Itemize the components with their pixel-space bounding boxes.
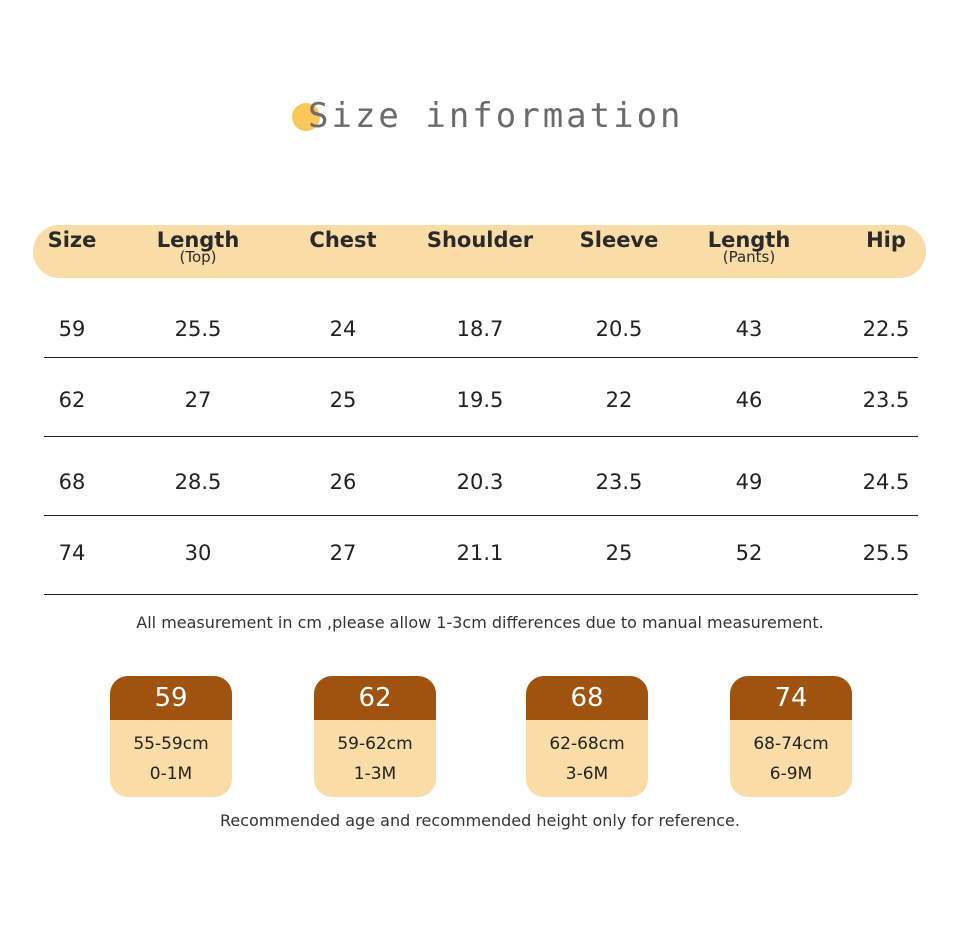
card-height: 62-68cm — [549, 734, 625, 754]
table-cell: 21.1 — [456, 541, 504, 565]
size-card: 74 68-74cm 6-9M — [730, 676, 852, 797]
column-header: Shoulder — [427, 228, 533, 252]
column-header-sub: (Top) — [179, 248, 217, 266]
table-cell: 23.5 — [595, 470, 643, 494]
column-header-label: Chest — [309, 228, 377, 252]
table-cell: 23.5 — [862, 388, 910, 412]
column-header: Hip — [866, 228, 906, 252]
column-header-label: Length — [156, 228, 240, 252]
card-age: 6-9M — [769, 764, 813, 784]
card-size: 59 — [110, 676, 232, 720]
table-cell: 25 — [605, 541, 633, 565]
card-age: 0-1M — [149, 764, 193, 784]
table-cell: 74 — [58, 541, 86, 565]
table-cell: 43 — [735, 317, 763, 341]
table-cell: 22.5 — [862, 317, 910, 341]
table-cell: 22 — [605, 388, 633, 412]
size-card: 59 55-59cm 0-1M — [110, 676, 232, 797]
table-cell: 62 — [58, 388, 86, 412]
row-divider — [44, 357, 918, 358]
table-cell: 24.5 — [862, 470, 910, 494]
column-header-label: Length — [707, 228, 791, 252]
card-age: 1-3M — [353, 764, 397, 784]
table-cell: 20.5 — [595, 317, 643, 341]
card-size: 68 — [526, 676, 648, 720]
table-cell: 30 — [184, 541, 212, 565]
table-header-band — [33, 225, 926, 278]
column-header-label: Size — [47, 228, 97, 252]
table-cell: 18.7 — [456, 317, 504, 341]
table-cell: 27 — [184, 388, 212, 412]
measurement-note: All measurement in cm ,please allow 1-3c… — [136, 613, 824, 632]
card-height: 55-59cm — [133, 734, 209, 754]
table-cell: 59 — [58, 317, 86, 341]
column-header: Chest — [309, 228, 376, 252]
column-header: Size — [48, 228, 97, 252]
column-header: Length (Top) — [157, 228, 240, 266]
row-divider — [44, 594, 918, 595]
table-cell: 49 — [735, 470, 763, 494]
table-cell: 25.5 — [174, 317, 222, 341]
column-header: Sleeve — [580, 228, 659, 252]
column-header-sub: (Pants) — [722, 248, 776, 266]
size-card: 68 62-68cm 3-6M — [526, 676, 648, 797]
table-cell: 28.5 — [174, 470, 222, 494]
column-header-label: Hip — [866, 228, 906, 252]
row-divider — [44, 436, 918, 437]
table-cell: 19.5 — [456, 388, 504, 412]
size-card: 62 59-62cm 1-3M — [314, 676, 436, 797]
column-header-label: Sleeve — [579, 228, 659, 252]
row-divider — [44, 515, 918, 516]
table-cell: 26 — [329, 470, 357, 494]
column-header: Length (Pants) — [708, 228, 791, 266]
card-age: 3-6M — [565, 764, 609, 784]
table-cell: 27 — [329, 541, 357, 565]
card-height: 68-74cm — [753, 734, 829, 754]
table-cell: 25.5 — [862, 541, 910, 565]
table-cell: 25 — [329, 388, 357, 412]
table-cell: 20.3 — [456, 470, 504, 494]
column-header-label: Shoulder — [426, 228, 534, 252]
page-title: Size information — [308, 96, 684, 136]
table-cell: 24 — [329, 317, 357, 341]
footer-note: Recommended age and recommended height o… — [220, 811, 740, 830]
card-size: 74 — [730, 676, 852, 720]
card-size: 62 — [314, 676, 436, 720]
table-cell: 46 — [735, 388, 763, 412]
card-height: 59-62cm — [337, 734, 413, 754]
title-dot-icon — [292, 103, 320, 131]
table-cell: 52 — [735, 541, 763, 565]
table-cell: 68 — [58, 470, 86, 494]
